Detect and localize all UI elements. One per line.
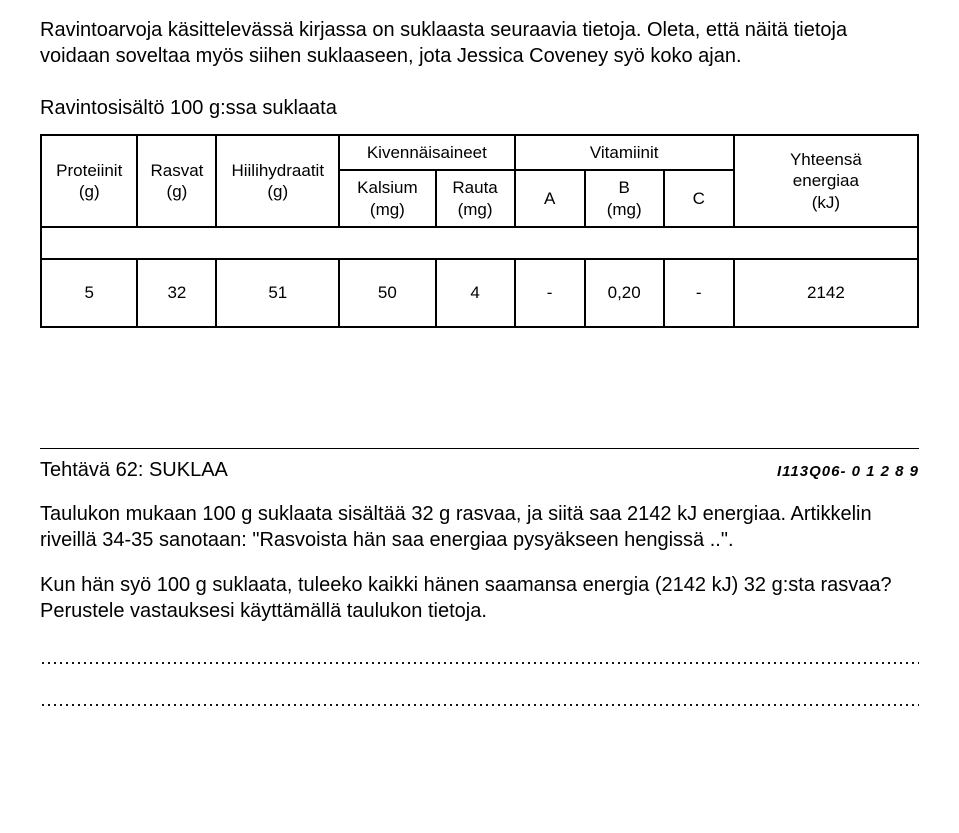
col-vit-a: A: [515, 170, 585, 227]
task-paragraph-2: Kun hän syö 100 g suklaata, tuleeko kaik…: [40, 573, 919, 624]
cell-energy: 2142: [734, 259, 918, 327]
table-spacer: [41, 227, 918, 259]
nutrition-table: Proteiinit(g) Rasvat(g) Hiilihydraatit(g…: [40, 134, 919, 328]
col-calcium: Kalsium(mg): [339, 170, 435, 227]
col-vit-b: B(mg): [585, 170, 664, 227]
col-carb: Hiilihydraatit(g): [216, 135, 339, 227]
task-title: Tehtävä 62: SUKLAA: [40, 459, 228, 482]
task-paragraph-1: Taulukon mukaan 100 g suklaata sisältää …: [40, 502, 919, 553]
col-minerals: Kivennäisaineet: [339, 135, 514, 170]
cell-vit-c: -: [664, 259, 734, 327]
table-row: 5 32 51 50 4 - 0,20 - 2142: [41, 259, 918, 327]
page: Ravintoarvoja käsittelevässä kirjassa on…: [0, 0, 959, 833]
cell-vit-a: -: [515, 259, 585, 327]
col-protein: Proteiinit(g): [41, 135, 137, 227]
col-vit-c: C: [664, 170, 734, 227]
task-header: Tehtävä 62: SUKLAA I113Q06- 0 1 2 8 9: [40, 448, 919, 482]
table-caption: Ravintosisältö 100 g:ssa suklaata: [40, 97, 919, 120]
cell-iron: 4: [436, 259, 515, 327]
answer-line-1: [40, 652, 919, 666]
col-vitamins: Vitamiinit: [515, 135, 734, 170]
col-iron: Rauta(mg): [436, 170, 515, 227]
header-row-1: Proteiinit(g) Rasvat(g) Hiilihydraatit(g…: [41, 135, 918, 170]
cell-fat: 32: [137, 259, 216, 327]
cell-carb: 51: [216, 259, 339, 327]
answer-line-2: [40, 694, 919, 708]
col-fat: Rasvat(g): [137, 135, 216, 227]
task-code: I113Q06- 0 1 2 8 9: [777, 463, 919, 480]
intro-text: Ravintoarvoja käsittelevässä kirjassa on…: [40, 18, 919, 69]
cell-vit-b: 0,20: [585, 259, 664, 327]
cell-protein: 5: [41, 259, 137, 327]
cell-calcium: 50: [339, 259, 435, 327]
col-energy: Yhteensäenergiaa(kJ): [734, 135, 918, 227]
